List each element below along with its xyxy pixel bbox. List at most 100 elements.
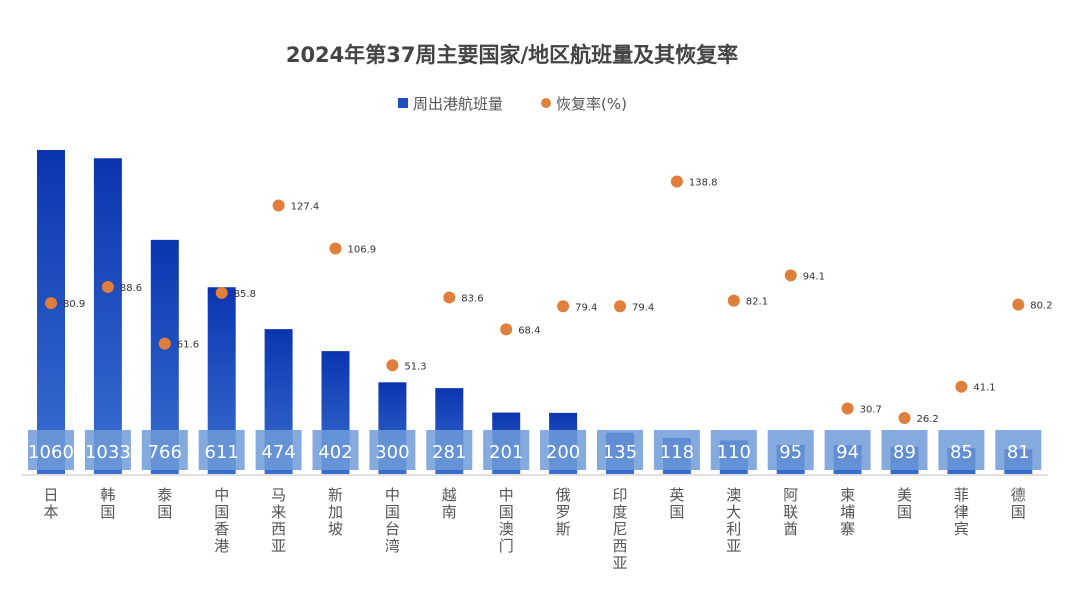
rate-point: [329, 242, 342, 255]
rate-value-label: 26.2: [917, 414, 939, 425]
legend: 周出港航班量 恢复率(%): [398, 95, 627, 113]
chart-title: 2024年第37周主要国家/地区航班量及其恢复率: [286, 43, 738, 67]
rate-point: [215, 286, 228, 299]
bar-value-label: 110: [717, 442, 751, 463]
rate-point: [727, 294, 740, 307]
category-label: 英国: [669, 486, 684, 521]
category-label: 中国台湾: [385, 486, 400, 555]
category-label: 澳大利亚: [726, 486, 741, 555]
rate-value-label: 127.4: [291, 201, 320, 212]
bar-value-label: 85: [950, 442, 973, 463]
bar-value-label: 474: [261, 442, 295, 463]
legend-marker-dot: [541, 98, 551, 108]
category-label: 韩国: [100, 486, 115, 521]
bar-label-box: [597, 430, 643, 470]
rate-point: [955, 380, 968, 393]
bar-label-box: [483, 430, 530, 470]
rate-point: [1012, 298, 1025, 311]
category-label: 中国香港: [214, 486, 229, 555]
bar-value-label: 94: [836, 442, 859, 463]
rate-value-label: 94.1: [803, 271, 825, 282]
bar-label-box: [995, 430, 1042, 470]
category-label: 俄罗斯: [556, 486, 571, 538]
bar-value-label: 201: [489, 442, 523, 463]
bar-label-box: [426, 430, 473, 470]
rate-point: [386, 359, 399, 372]
rate-value-label: 68.4: [518, 325, 540, 336]
bar-label-box: [824, 430, 871, 470]
bar-value-label: 81: [1007, 442, 1030, 463]
bar: [93, 158, 122, 475]
legend-label-bar: 周出港航班量: [413, 95, 503, 113]
plot-area: 1060 80.9 日本 1033 88.6 韩国 766 61.6 泰国 611 85.8 中国香港…: [28, 150, 1053, 572]
category-label: 马来西亚: [271, 486, 286, 555]
rate-point: [45, 297, 57, 310]
rate-value-label: 30.7: [860, 405, 882, 416]
rate-point: [443, 291, 456, 304]
bar-value-label: 135: [603, 442, 637, 463]
category-label: 菲律宾: [954, 486, 969, 538]
legend-label-dot: 恢复率(%): [556, 95, 627, 113]
rate-point: [272, 199, 285, 212]
bar-value-label: 200: [546, 442, 580, 463]
rate-value-label: 79.4: [632, 302, 654, 313]
category-label: 泰国: [157, 486, 172, 521]
rate-value-label: 85.8: [234, 289, 256, 300]
bar-label-box: [767, 430, 814, 470]
rate-value-label: 83.6: [461, 293, 483, 304]
bar-value-label: 95: [779, 442, 802, 463]
rate-value-label: 138.8: [689, 178, 718, 189]
rate-point: [670, 175, 683, 188]
bar-value-label: 1060: [28, 442, 74, 463]
rate-point: [500, 323, 513, 336]
bar: [37, 150, 65, 474]
rate-value-label: 51.3: [404, 361, 426, 372]
rate-value-label: 106.9: [348, 245, 377, 256]
bar-label-box: [938, 430, 985, 470]
rate-point: [841, 402, 854, 415]
bar-value-label: 1033: [85, 442, 131, 463]
category-label: 印度尼西亚: [612, 486, 627, 572]
bar-value-label: 281: [432, 442, 466, 463]
category-label: 美国: [897, 486, 912, 521]
bar-value-label: 766: [148, 442, 182, 463]
rate-value-label: 61.6: [177, 340, 199, 351]
category-label: 越南: [442, 486, 457, 521]
rate-point: [557, 300, 570, 313]
bar-label-box: [881, 430, 928, 470]
category-label: 阿联酋: [783, 486, 798, 538]
bar-label-box: [312, 430, 359, 470]
bar-label-box: [710, 430, 757, 470]
rate-value-label: 88.6: [120, 283, 142, 294]
rate-value-label: 41.1: [973, 383, 995, 394]
bar-value-label: 300: [375, 442, 409, 463]
bar-value-label: 118: [660, 442, 694, 463]
rate-point: [101, 280, 114, 293]
rate-value-label: 80.9: [63, 299, 85, 310]
rate-point: [898, 411, 911, 424]
bar-value-label: 611: [205, 442, 239, 463]
rate-value-label: 82.1: [746, 297, 768, 308]
bar-label-box: [255, 430, 302, 470]
category-label: 德国: [1011, 486, 1026, 521]
bar-label-box: [84, 430, 131, 470]
rate-value-label: 80.2: [1030, 301, 1052, 312]
rate-point: [158, 337, 171, 350]
bar-label-box: [141, 430, 188, 470]
bar-label-box: [369, 430, 416, 470]
category-label: 日本: [43, 486, 58, 521]
bar-value-label: 402: [318, 442, 352, 463]
bar-label-box: [653, 430, 700, 470]
category-label: 柬埔寨: [840, 486, 855, 538]
rate-point: [614, 300, 626, 313]
rate-value-label: 79.4: [575, 302, 597, 313]
bar-value-label: 89: [893, 442, 916, 463]
category-label: 中国澳门: [499, 486, 514, 555]
bar-label-box: [198, 430, 245, 470]
bar-label-box: [28, 430, 74, 470]
category-label: 新加坡: [328, 486, 343, 538]
bar-label-box: [540, 430, 587, 470]
rate-point: [784, 269, 797, 282]
legend-marker-bar: [398, 98, 408, 108]
